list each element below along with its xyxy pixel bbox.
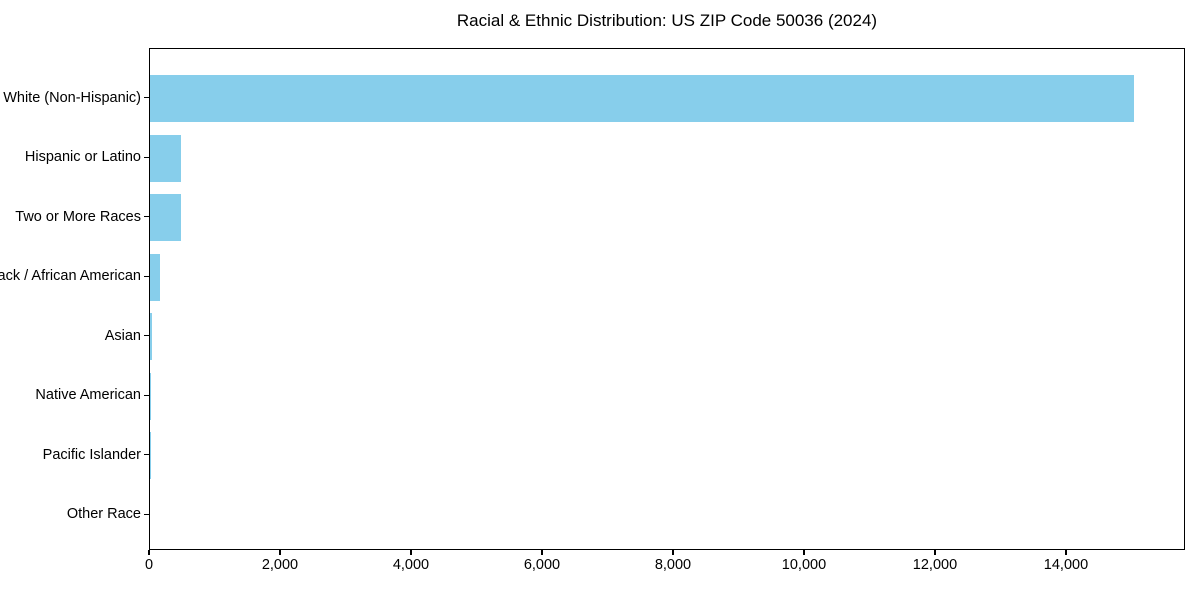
x-tick-label: 12,000 (912, 557, 958, 573)
y-tick-label: Other Race (66, 506, 141, 523)
bar-row (150, 367, 1184, 427)
y-tick-label: White (Non-Hispanic) (3, 89, 141, 106)
bar (150, 313, 152, 361)
bar (150, 75, 1134, 123)
bar-row (150, 129, 1184, 189)
y-tick-mark (144, 394, 149, 396)
y-tick-mark (144, 216, 149, 218)
y-tick-mark (144, 454, 149, 456)
y-tick-mark (144, 97, 149, 99)
x-tick-label: 4,000 (392, 557, 430, 573)
bar-row (150, 486, 1184, 546)
bar (150, 253, 160, 301)
x-tick-mark (541, 550, 543, 555)
chart-title: Racial & Ethnic Distribution: US ZIP Cod… (456, 11, 878, 30)
x-tick-label: 2,000 (261, 557, 299, 573)
x-tick-mark (1065, 550, 1067, 555)
y-tick-label: Pacific Islander (42, 446, 141, 463)
x-tick-label: 6,000 (523, 557, 561, 573)
y-tick-mark (144, 335, 149, 337)
y-tick-label: Native American (35, 387, 141, 404)
x-tick-mark (148, 550, 150, 555)
bar (150, 194, 181, 242)
y-tick-mark (144, 513, 149, 515)
bars-container (150, 69, 1184, 545)
y-tick-label: Black / African American (0, 268, 141, 285)
bar-row (150, 188, 1184, 248)
bar-row (150, 307, 1184, 367)
x-tick-label: 8,000 (654, 557, 692, 573)
bar (150, 134, 182, 182)
bar-row (150, 69, 1184, 129)
x-tick-label: 10,000 (781, 557, 827, 573)
bar-row (150, 248, 1184, 308)
y-tick-label: Two or More Races (15, 208, 141, 225)
x-tick-mark (672, 550, 674, 555)
x-tick-label: 14,000 (1043, 557, 1089, 573)
x-tick-mark (410, 550, 412, 555)
plot-area (149, 48, 1185, 550)
y-tick-label: Hispanic or Latino (24, 149, 141, 166)
x-tick-mark (934, 550, 936, 555)
x-tick-mark (803, 550, 805, 555)
x-tick-label: 0 (144, 557, 154, 573)
bar-row (150, 426, 1184, 486)
y-tick-label: Asian (104, 327, 141, 344)
y-tick-mark (144, 156, 149, 158)
x-tick-mark (279, 550, 281, 555)
y-tick-mark (144, 275, 149, 277)
